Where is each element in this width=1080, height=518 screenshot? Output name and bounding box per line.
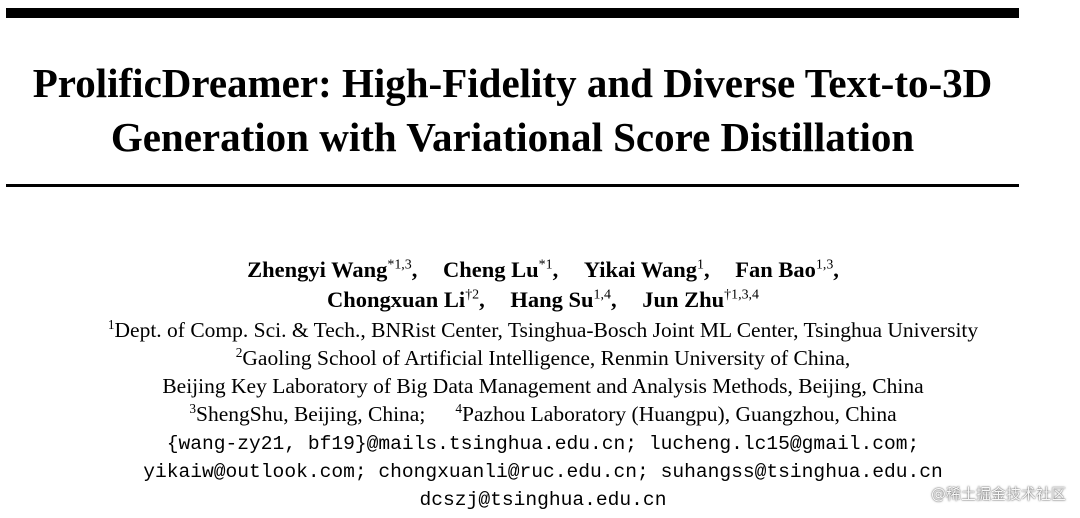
email-line-1: {wang-zy21, bf19}@mails.tsinghua.edu.cn;… bbox=[166, 433, 920, 455]
email-list: {wang-zy21, bf19}@mails.tsinghua.edu.cn;… bbox=[0, 430, 1080, 514]
affiliation-2-continued: Beijing Key Laboratory of Big Data Manag… bbox=[162, 374, 924, 398]
author-line-2: Chongxuan Li†2, Hang Su1,4, Jun Zhu†1,3,… bbox=[0, 285, 1080, 315]
email-line-3: dcszj@tsinghua.edu.cn bbox=[419, 489, 667, 511]
author: Yikai Wang1, bbox=[583, 257, 710, 282]
top-rule bbox=[6, 8, 1019, 18]
author: Zhengyi Wang*1,3, bbox=[247, 257, 418, 282]
author: Cheng Lu*1, bbox=[442, 257, 559, 282]
affiliation-1: 1Dept. of Comp. Sci. & Tech., BNRist Cen… bbox=[107, 317, 979, 342]
email-line-2: yikaiw@outlook.com; chongxuanli@ruc.edu.… bbox=[143, 461, 943, 483]
author-list: Zhengyi Wang*1,3, Cheng Lu*1, Yikai Wang… bbox=[0, 255, 1080, 315]
affiliation-3-4: 3ShengShu, Beijing, China; 4Pazhou Labora… bbox=[189, 401, 897, 426]
site-watermark: @稀土掘金技术社区 bbox=[930, 485, 1066, 503]
author: Fan Bao1,3, bbox=[735, 257, 839, 282]
author: Hang Su1,4, bbox=[510, 287, 617, 312]
author: Chongxuan Li†2, bbox=[327, 287, 485, 312]
affiliation-list: 1Dept. of Comp. Sci. & Tech., BNRist Cen… bbox=[0, 316, 1080, 428]
title-line-1: ProlificDreamer: High-Fidelity and Diver… bbox=[32, 60, 993, 106]
paper-title: ProlificDreamer: High-Fidelity and Diver… bbox=[0, 56, 1025, 164]
author: Jun Zhu†1,3,4 bbox=[642, 287, 759, 312]
title-bottom-rule bbox=[6, 184, 1019, 187]
affiliation-2: 2Gaoling School of Artificial Intelligen… bbox=[235, 345, 851, 370]
author-line-1: Zhengyi Wang*1,3, Cheng Lu*1, Yikai Wang… bbox=[0, 255, 1080, 285]
title-line-2: Generation with Variational Score Distil… bbox=[110, 114, 915, 160]
